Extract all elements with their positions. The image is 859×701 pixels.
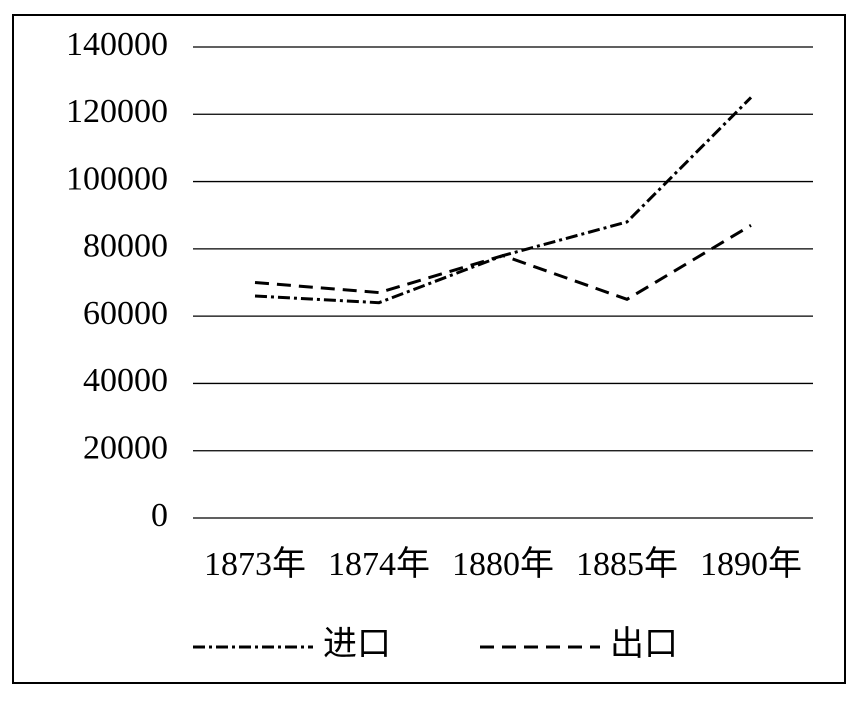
x-tick-label: 1890年 — [700, 545, 802, 583]
y-tick-label: 40000 — [83, 362, 168, 399]
x-tick-label: 1885年 — [576, 545, 678, 583]
x-tick-label: 1874年 — [328, 545, 430, 583]
y-tick-label: 20000 — [83, 430, 168, 467]
y-tick-label: 60000 — [83, 295, 168, 332]
legend-label: 进口 — [323, 626, 391, 663]
chart-frame — [12, 14, 846, 684]
x-tick-label: 1880年 — [452, 545, 554, 583]
y-tick-label: 120000 — [66, 93, 168, 130]
x-tick-label: 1873年 — [204, 545, 306, 583]
y-tick-label: 80000 — [83, 228, 168, 265]
legend-label: 出口 — [610, 625, 678, 663]
y-tick-label: 0 — [151, 497, 168, 534]
y-tick-label: 100000 — [66, 160, 168, 197]
series-line — [254, 224, 752, 301]
y-tick-label: 140000 — [66, 26, 168, 63]
